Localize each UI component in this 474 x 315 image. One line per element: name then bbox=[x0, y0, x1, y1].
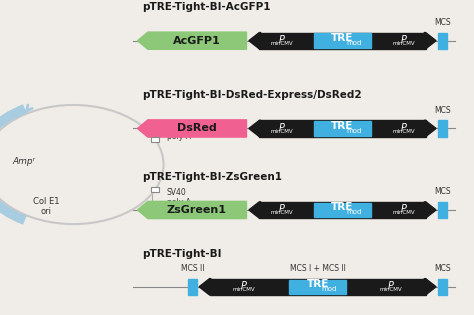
FancyArrow shape bbox=[249, 202, 261, 218]
Bar bbox=[289, 280, 346, 294]
Bar bbox=[438, 279, 447, 295]
Text: AcGFP1: AcGFP1 bbox=[173, 36, 220, 46]
Text: $P$: $P$ bbox=[400, 202, 408, 214]
Text: pTRE-Tight-BI-DsRed-Express/DsRed2: pTRE-Tight-BI-DsRed-Express/DsRed2 bbox=[142, 90, 362, 100]
Text: TRE: TRE bbox=[331, 33, 354, 43]
Text: minCMV: minCMV bbox=[270, 41, 293, 46]
Text: minCMV: minCMV bbox=[392, 129, 415, 134]
Bar bbox=[438, 32, 447, 49]
Bar bbox=[438, 120, 447, 137]
Text: MCS: MCS bbox=[434, 187, 451, 196]
Text: TRE: TRE bbox=[306, 279, 329, 289]
Text: mod: mod bbox=[322, 286, 337, 292]
Bar bbox=[314, 203, 371, 217]
Text: pTRE-Tight-BI-AcGFP1: pTRE-Tight-BI-AcGFP1 bbox=[142, 3, 271, 13]
Text: minCMV: minCMV bbox=[270, 210, 293, 215]
Text: mod: mod bbox=[346, 128, 362, 134]
Text: $P$: $P$ bbox=[277, 202, 285, 214]
Text: minCMV: minCMV bbox=[380, 287, 402, 292]
Text: minCMV: minCMV bbox=[392, 210, 415, 215]
FancyArrow shape bbox=[249, 32, 261, 49]
Text: $P$: $P$ bbox=[277, 121, 285, 133]
FancyArrow shape bbox=[424, 32, 436, 49]
Text: TRE: TRE bbox=[331, 203, 354, 213]
FancyArrow shape bbox=[137, 32, 246, 49]
FancyArrow shape bbox=[137, 120, 246, 137]
Text: $P$: $P$ bbox=[277, 33, 285, 45]
FancyArrow shape bbox=[424, 202, 436, 218]
Text: pTRE-Tight-BI: pTRE-Tight-BI bbox=[142, 249, 222, 259]
Text: SV40
poly A: SV40 poly A bbox=[167, 188, 191, 207]
Bar bbox=[210, 279, 426, 295]
FancyArrow shape bbox=[424, 120, 436, 137]
Text: pTRE-Tight-BI-ZsGreen1: pTRE-Tight-BI-ZsGreen1 bbox=[142, 172, 282, 182]
Bar bbox=[314, 121, 371, 136]
Text: minCMV: minCMV bbox=[392, 41, 415, 46]
Text: ZsGreen1: ZsGreen1 bbox=[167, 205, 227, 215]
Text: MCS: MCS bbox=[434, 106, 451, 115]
Bar bbox=[314, 33, 371, 48]
FancyArrow shape bbox=[424, 279, 436, 295]
Bar bbox=[259, 32, 426, 49]
Text: mod: mod bbox=[346, 209, 362, 215]
Text: $P$: $P$ bbox=[240, 279, 248, 291]
Bar bbox=[188, 279, 197, 295]
FancyArrow shape bbox=[137, 201, 246, 219]
Text: SV40
poly A: SV40 poly A bbox=[167, 122, 191, 141]
Text: $P$: $P$ bbox=[400, 121, 408, 133]
FancyArrow shape bbox=[199, 279, 211, 295]
Text: mod: mod bbox=[346, 40, 362, 46]
Text: DsRed: DsRed bbox=[177, 123, 217, 134]
Text: $P$: $P$ bbox=[387, 279, 395, 291]
Text: MCS: MCS bbox=[434, 264, 451, 273]
Text: Col E1
ori: Col E1 ori bbox=[33, 197, 60, 216]
Text: TRE: TRE bbox=[331, 121, 354, 131]
FancyArrow shape bbox=[249, 120, 261, 137]
Bar bbox=[438, 202, 447, 218]
Bar bbox=[259, 202, 426, 218]
Text: MCS: MCS bbox=[434, 18, 451, 27]
Text: MCS I + MCS II: MCS I + MCS II bbox=[290, 264, 346, 273]
Text: minCMV: minCMV bbox=[233, 287, 255, 292]
Text: $P$: $P$ bbox=[400, 33, 408, 45]
Text: MCS II: MCS II bbox=[181, 264, 204, 273]
Text: Ampʳ: Ampʳ bbox=[12, 157, 36, 166]
Bar bbox=[259, 120, 426, 137]
Text: minCMV: minCMV bbox=[270, 129, 293, 134]
